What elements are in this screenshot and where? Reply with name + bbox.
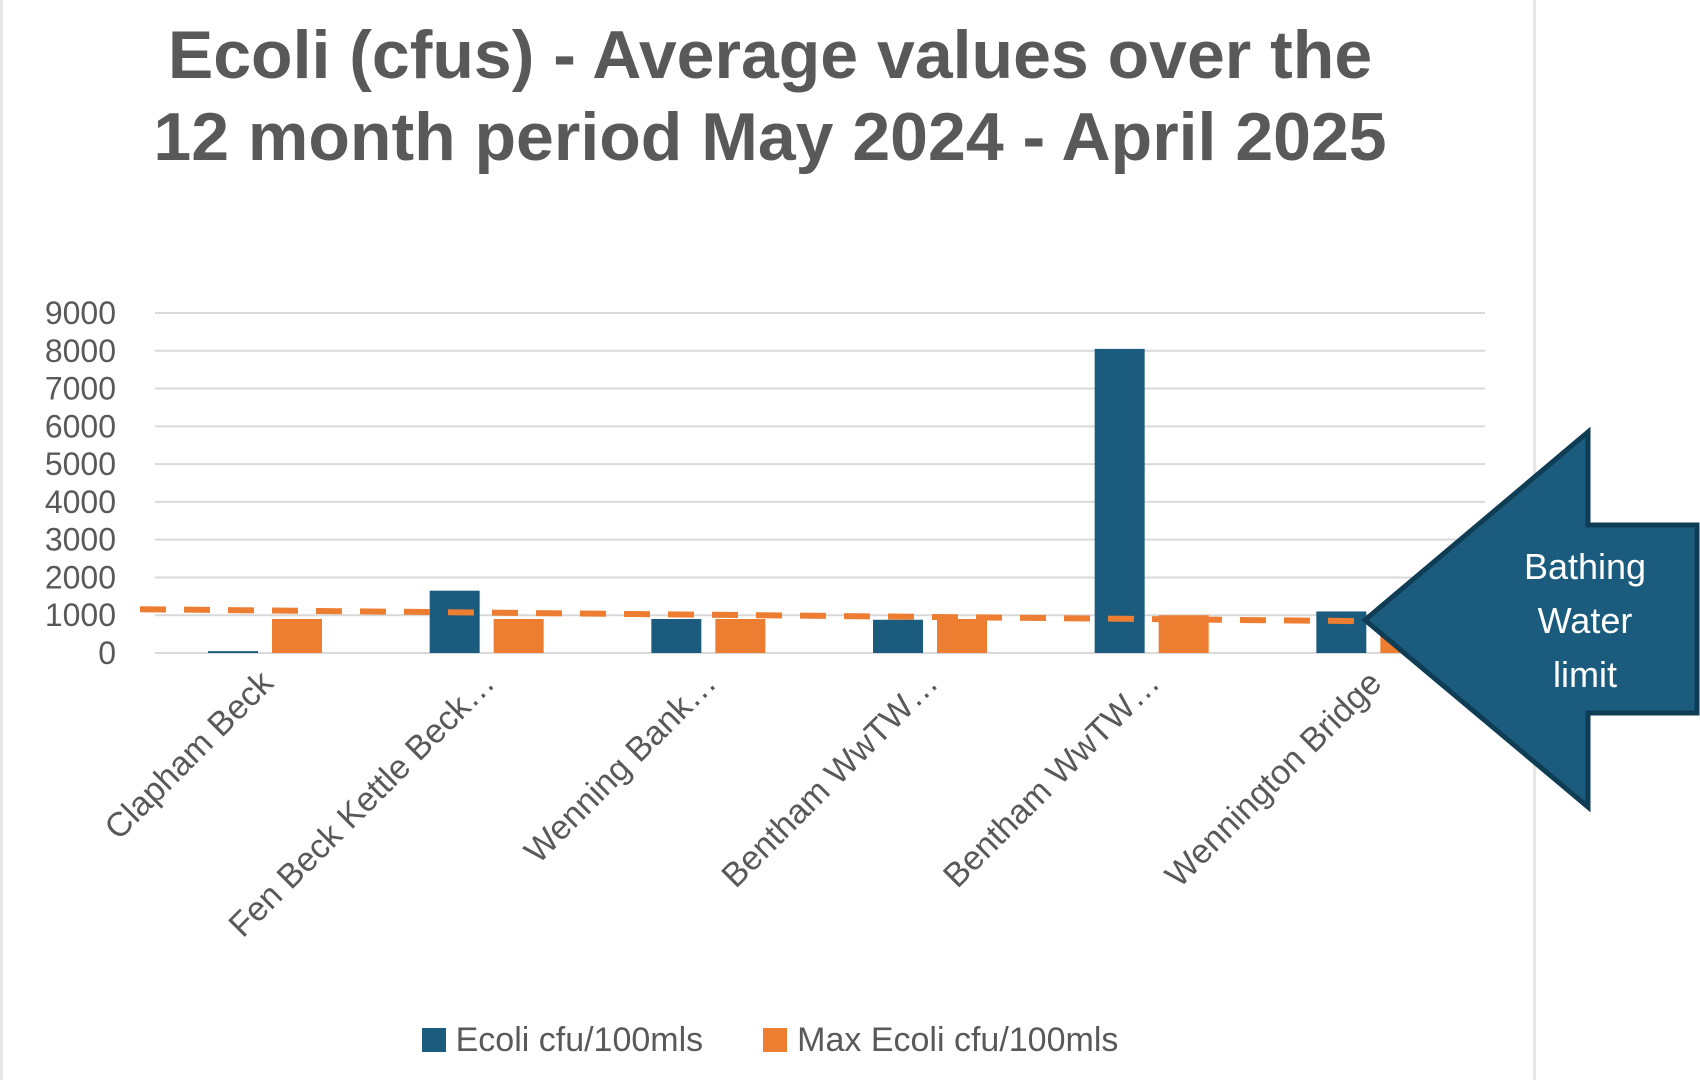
legend-label: Ecoli cfu/100mls <box>455 1020 704 1059</box>
y-tick-label: 3000 <box>45 522 116 558</box>
x-category-label: Bentham WwTW… <box>936 664 1167 895</box>
ecoli-bar <box>1316 611 1367 653</box>
callout-arrow <box>1361 426 1700 813</box>
ecoli-bar <box>429 590 480 653</box>
x-category-label: Wenning Bank… <box>517 664 724 871</box>
bathing-water-limit-line <box>139 606 1371 625</box>
ecoli-bar <box>208 651 258 653</box>
legend-swatch <box>421 1028 446 1052</box>
y-tick-label: 5000 <box>45 446 116 482</box>
y-tick-label: 2000 <box>45 559 116 595</box>
max-ecoli-bar <box>715 619 766 653</box>
ecoli-bar <box>873 619 923 653</box>
max-ecoli-bar <box>493 619 544 653</box>
x-category-label: Wennington Bridge <box>1158 664 1389 895</box>
ecoli-bar <box>1094 348 1145 653</box>
callout-line: Water <box>1537 600 1633 641</box>
bathing-water-limit-label: Bathing Water limit <box>1490 540 1680 702</box>
legend-label: Max Ecoli cfu/100mls <box>797 1020 1119 1059</box>
y-tick-label: 4000 <box>45 484 116 520</box>
legend-item: Ecoli cfu/100mls <box>421 1020 704 1060</box>
chart-title: Ecoli (cfus) - Average values over the 1… <box>153 17 1387 175</box>
x-category-label: Bentham WwTW… <box>714 664 945 895</box>
x-category-label: Clapham Beck <box>97 663 281 847</box>
y-tick-label: 6000 <box>45 408 116 444</box>
y-tick-label: 8000 <box>45 333 116 369</box>
ecoli-bar <box>651 619 702 653</box>
legend-item: Max Ecoli cfu/100mls <box>763 1021 1118 1060</box>
callout-line: Bathing <box>1523 546 1647 587</box>
max-ecoli-bar <box>272 619 322 653</box>
y-tick-label: 7000 <box>45 371 116 407</box>
max-ecoli-bar <box>937 619 987 653</box>
legend: Ecoli cfu/100mls Max Ecoli cfu/100mls <box>0 1015 1540 1065</box>
page-left-border <box>0 0 3 1080</box>
legend-swatch <box>763 1028 788 1052</box>
callout-line: limit <box>1553 654 1617 695</box>
y-tick-label: 0 <box>98 635 116 671</box>
y-tick-label: 9000 <box>45 295 116 331</box>
y-tick-label: 1000 <box>45 597 116 633</box>
